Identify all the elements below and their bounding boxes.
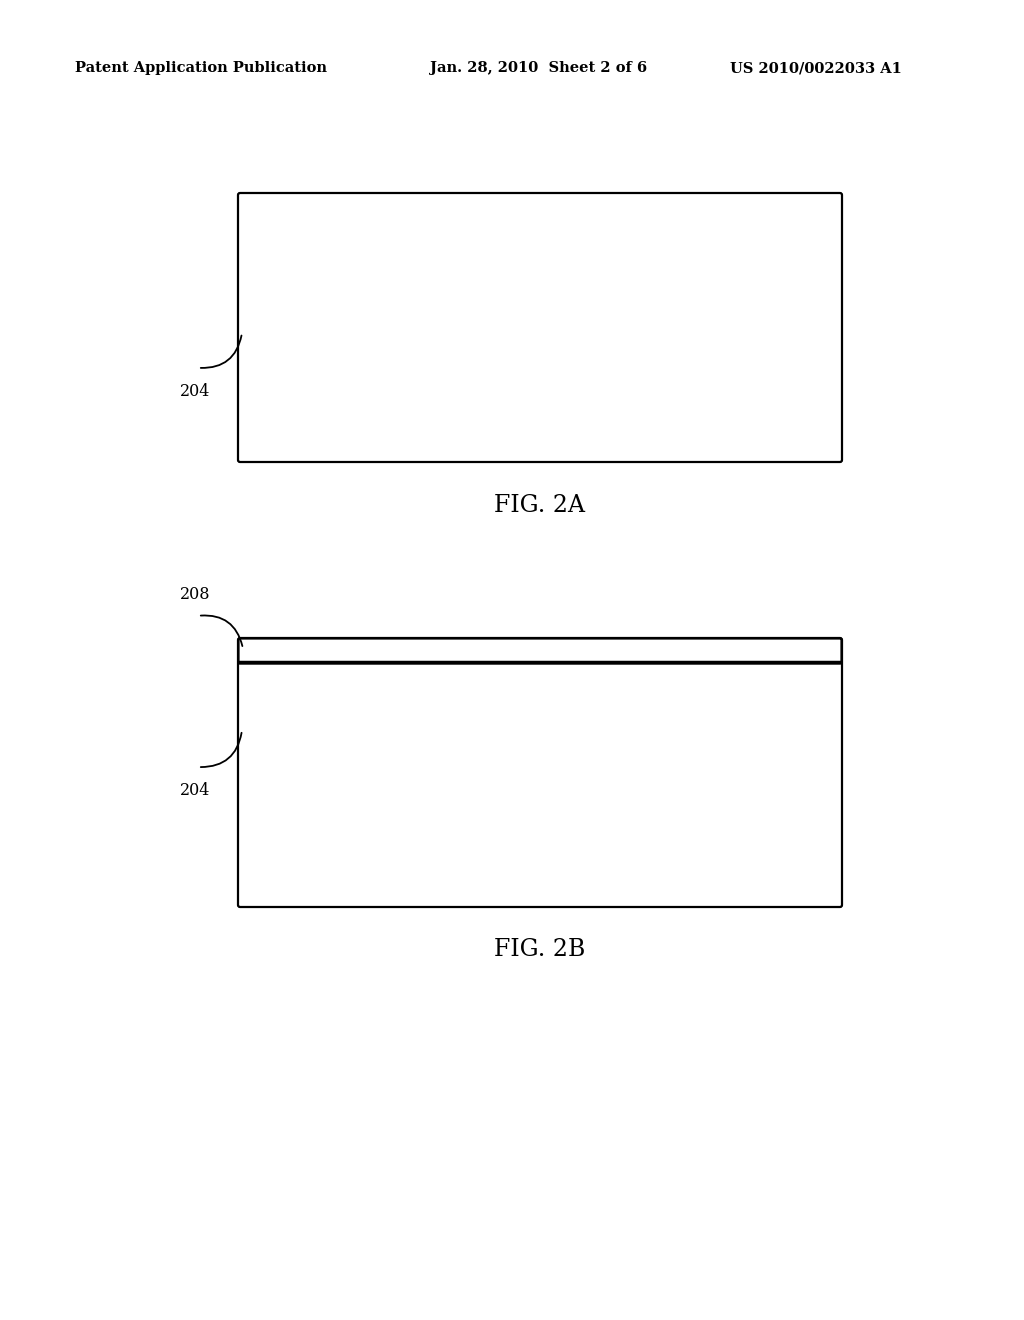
Text: Jan. 28, 2010  Sheet 2 of 6: Jan. 28, 2010 Sheet 2 of 6: [430, 61, 647, 75]
Text: 204: 204: [180, 781, 210, 799]
FancyBboxPatch shape: [238, 193, 842, 462]
Text: 204: 204: [180, 383, 210, 400]
Text: Patent Application Publication: Patent Application Publication: [75, 61, 327, 75]
Text: 208: 208: [180, 586, 211, 603]
Text: FIG. 2A: FIG. 2A: [495, 494, 586, 516]
FancyBboxPatch shape: [239, 639, 842, 664]
Text: US 2010/0022033 A1: US 2010/0022033 A1: [730, 61, 902, 75]
FancyBboxPatch shape: [238, 638, 842, 907]
Text: FIG. 2B: FIG. 2B: [495, 939, 586, 961]
